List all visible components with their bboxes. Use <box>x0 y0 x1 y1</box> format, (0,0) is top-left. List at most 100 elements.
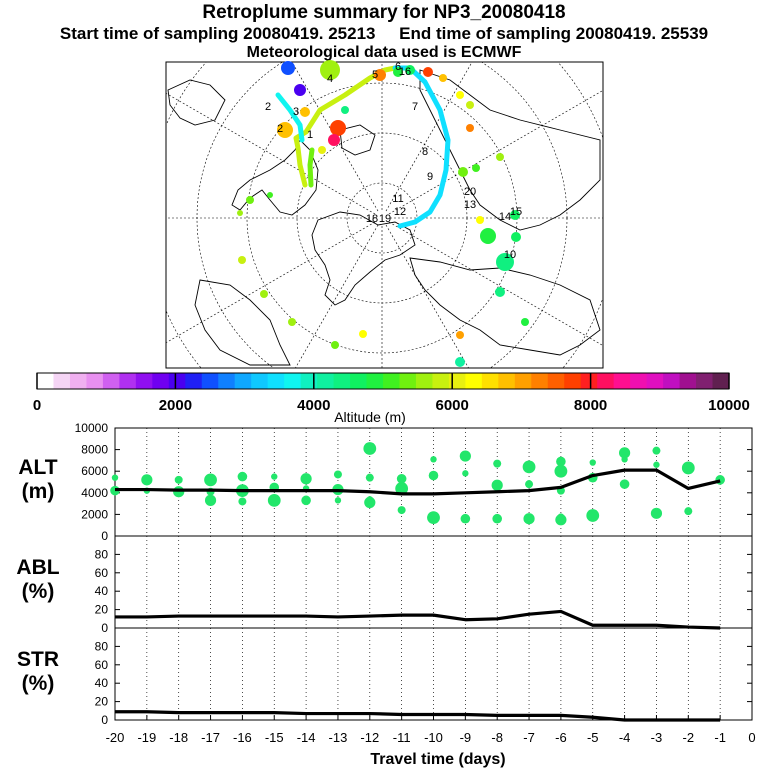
y-tick-label: 20 <box>95 603 109 617</box>
altitude-bubble <box>395 482 409 495</box>
y-tick-label: 0 <box>101 621 108 635</box>
altitude-bubble <box>238 497 247 506</box>
cluster-marker <box>405 65 415 75</box>
colorbar-swatch <box>712 373 730 389</box>
y-tick-label: 40 <box>95 584 109 598</box>
y-tick-label: 2000 <box>81 507 108 521</box>
altitude-bubble <box>653 461 660 468</box>
colorbar-tick-label: 6000 <box>436 397 469 414</box>
colorbar-tick-label: 4000 <box>297 397 330 414</box>
x-tick-label: -17 <box>201 730 220 745</box>
map-point-number: 8 <box>422 146 428 158</box>
x-tick-label: -2 <box>683 730 695 745</box>
y-axis-label: ABL <box>16 556 59 579</box>
cluster-marker <box>458 167 468 177</box>
colorbar-swatch <box>333 373 351 389</box>
colorbar-swatch <box>102 373 120 389</box>
x-tick-label: -13 <box>329 730 348 745</box>
colorbar-swatch <box>646 373 664 389</box>
cluster-marker <box>439 74 447 82</box>
altitude-bubble <box>204 494 217 506</box>
x-tick-label: -18 <box>169 730 188 745</box>
panel-alt: 0 2000 4000 6000 8000 10000 ALT(m) <box>18 421 753 543</box>
cluster-marker <box>511 232 521 242</box>
altitude-bubble <box>363 442 377 455</box>
cluster-marker <box>246 196 254 204</box>
altitude-bubble <box>586 509 600 522</box>
cluster-marker <box>318 146 326 154</box>
colorbar-swatch <box>580 373 598 389</box>
cluster-marker <box>472 164 480 172</box>
altitude-bubble <box>430 456 437 463</box>
altitude-bubble <box>523 513 535 525</box>
map-point-number: 10 <box>504 249 516 261</box>
map-point-number: 9 <box>427 171 433 183</box>
altitude-bubble <box>619 447 631 459</box>
colorbar-swatch <box>168 373 186 389</box>
cluster-marker <box>300 107 310 117</box>
cluster-marker <box>359 330 367 338</box>
map-point-number: 11 <box>392 193 403 205</box>
x-tick-label: 0 <box>748 730 755 745</box>
colorbar-tick-label: 0 <box>33 397 41 414</box>
map-point-number: 2 <box>277 123 283 135</box>
colorbar-label: Altitude (m) <box>334 409 406 425</box>
colorbar-swatch <box>185 373 203 389</box>
colorbar-swatch <box>448 373 466 389</box>
y-tick-label: 80 <box>95 639 109 653</box>
altitude-bubble <box>556 456 566 467</box>
coastline <box>311 211 416 306</box>
x-tick-label: -11 <box>393 730 411 745</box>
colorbar-swatch <box>119 373 137 389</box>
cluster-marker <box>238 256 246 264</box>
y-tick-label: 40 <box>95 676 109 690</box>
coastline <box>231 139 319 216</box>
map-point-number: 13 <box>464 199 476 211</box>
cluster-marker <box>267 192 273 198</box>
map-point-number: 3 <box>293 106 299 118</box>
x-tick-label: -3 <box>651 730 663 745</box>
cluster-marker <box>456 91 464 99</box>
colorbar-swatch <box>86 373 104 389</box>
altitude-bubble <box>557 513 565 520</box>
colorbar-swatch <box>300 373 318 389</box>
colorbar-swatch <box>547 373 565 389</box>
cluster-marker <box>328 134 340 146</box>
colorbar-swatch <box>481 373 499 389</box>
altitude-bubble <box>525 480 534 489</box>
colorbar-swatch <box>201 373 219 389</box>
coastline <box>339 124 376 156</box>
altitude-bubble <box>491 479 503 491</box>
coastline <box>419 69 601 231</box>
y-tick-label: 10000 <box>75 421 109 435</box>
colorbar-swatch <box>350 373 368 389</box>
meridian-line <box>166 221 376 344</box>
map-point-number: 15 <box>510 206 522 218</box>
colorbar-swatch <box>366 373 384 389</box>
map-point-number: 5 <box>372 69 378 81</box>
cluster-marker <box>480 228 496 244</box>
colorbar-swatch <box>152 373 170 389</box>
cluster-marker <box>456 331 464 339</box>
altitude-bubble <box>301 495 311 506</box>
colorbar-swatch <box>267 373 285 389</box>
map-point-number: 7 <box>412 101 418 113</box>
altitude-bubble <box>333 470 342 479</box>
cluster-marker <box>510 210 520 220</box>
cluster-marker <box>496 253 514 271</box>
altitude-bubble <box>493 459 502 468</box>
y-tick-label: 60 <box>95 566 109 580</box>
series-line <box>115 609 721 630</box>
cluster-marker <box>260 290 268 298</box>
map-point-number: 14 <box>499 211 511 223</box>
altitude-bubble <box>460 513 471 524</box>
colorbar-swatch <box>465 373 483 389</box>
colorbar-swatch <box>37 373 54 389</box>
meridian-line <box>291 62 379 212</box>
y-axis-label: STR <box>17 648 59 671</box>
cluster-marker <box>374 69 386 81</box>
altitude-bubble <box>397 506 406 515</box>
